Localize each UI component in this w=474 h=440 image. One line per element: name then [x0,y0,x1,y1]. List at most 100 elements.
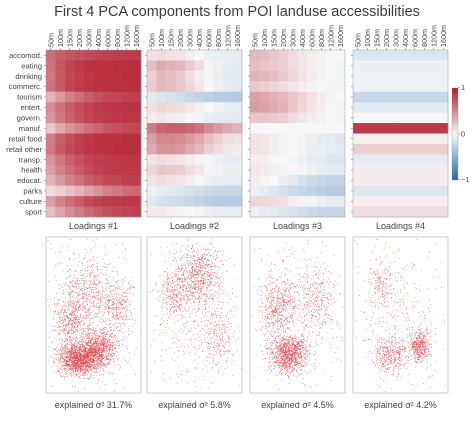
heatmap-cell [213,143,224,155]
heatmap-cell [194,133,205,145]
heatmap-cell [269,81,279,93]
heatmap-cell [419,133,430,145]
heatmap-cell [156,102,167,113]
heatmap-cell [316,143,327,155]
loadings-caption: Loadings #2 [170,221,219,231]
heatmap-cell [250,175,260,186]
heatmap-cell [400,196,411,207]
heatmap-cell [297,123,308,134]
heatmap-cell [278,112,289,124]
colorbar-tick-label: 0 [461,130,465,139]
heatmap-cell [316,175,327,186]
heatmap-cell [65,206,75,218]
heatmap-cell [297,175,308,186]
heatmap-cell [223,81,233,93]
heatmap-cell [84,196,94,207]
heatmap-cell [250,60,260,72]
heatmap-cell [326,154,336,166]
heatmap-cell [269,112,279,124]
x-tick-label: 1200m [326,25,335,47]
heatmap-cell [103,70,113,82]
heatmap-cell [74,196,85,207]
heatmap-cell [372,102,382,113]
heatmap-cell [297,133,308,145]
heatmap-cell [362,91,373,103]
y-tick-label: retail other [6,145,42,154]
heatmap-cell [194,70,205,82]
heatmap-cell [391,70,401,82]
heatmap-cell [156,206,167,218]
heatmap-cell [112,185,123,197]
heatmap-cell [131,50,142,61]
y-tick-label: entert. [20,103,42,112]
heatmap-cell [307,112,317,124]
heatmap-cell [122,70,132,82]
explained-value: 4.5% [313,400,334,410]
heatmap-cell [269,50,279,61]
heatmap-cell [74,133,85,145]
heatmap-cell [185,102,195,113]
heatmap-cell [372,81,382,93]
heatmap-cell [131,143,142,155]
heatmap-cell [288,91,298,103]
heatmap-cell [147,81,157,93]
heatmap-cell [147,60,157,72]
heatmap-cell [335,185,346,197]
heatmap-cell [391,185,401,197]
heatmap-cell [46,91,56,103]
heatmap-cell [84,175,94,186]
heatmap-cell [391,175,401,186]
heatmap-cell [175,123,186,134]
heatmap-cell [269,196,279,207]
heatmap-cell [147,102,157,113]
heatmap-cell [204,206,214,218]
map-density-points [354,238,447,392]
heatmap-cell [84,154,94,166]
heatmap-cell [307,175,317,186]
heatmap-cell [166,175,176,186]
heatmap-cell [46,196,56,207]
heatmap-cell [353,154,363,166]
heatmap-cell [175,81,186,93]
heatmap-cell [391,102,401,113]
heatmap-cell [326,143,336,155]
heatmap-cell [307,123,317,134]
heatmap-cell [65,196,75,207]
heatmap-cell [429,185,439,197]
heatmap-cell [175,102,186,113]
y-tick-label: govern. [17,114,42,123]
heatmap-cell [307,91,317,103]
heatmap-cell [185,196,195,207]
heatmap-cell [93,81,104,93]
heatmap-cell [112,154,123,166]
heatmap-cell [103,143,113,155]
heatmap-cell [232,154,243,166]
heatmap-cell [156,196,167,207]
heatmap-cell [419,102,430,113]
heatmap-cell [166,206,176,218]
heatmap-cell [419,185,430,197]
heatmap-cell [74,81,85,93]
heatmap-cell [185,133,195,145]
heatmap-cell [419,206,430,218]
heatmap-cell [194,185,205,197]
heatmap-cell [372,196,382,207]
x-tick-label: 150m [269,29,278,47]
heatmap-cell [400,143,411,155]
heatmap-cell [250,102,260,113]
heatmap-cell [147,133,157,145]
heatmap-cell [232,91,243,103]
heatmap-cell [259,91,270,103]
heatmap-cell [278,133,289,145]
heatmap-cell [223,175,233,186]
heatmap-cell [185,112,195,124]
heatmap-cell [353,206,363,218]
heatmap-cell [353,185,363,197]
explained-prefix: explained σ² [55,400,107,410]
heatmap-cell [353,81,363,93]
heatmap-cell [429,196,439,207]
heatmap-cell [103,81,113,93]
heatmap-cell [288,196,298,207]
heatmap-cell [429,102,439,113]
heatmap-cell [232,60,243,72]
